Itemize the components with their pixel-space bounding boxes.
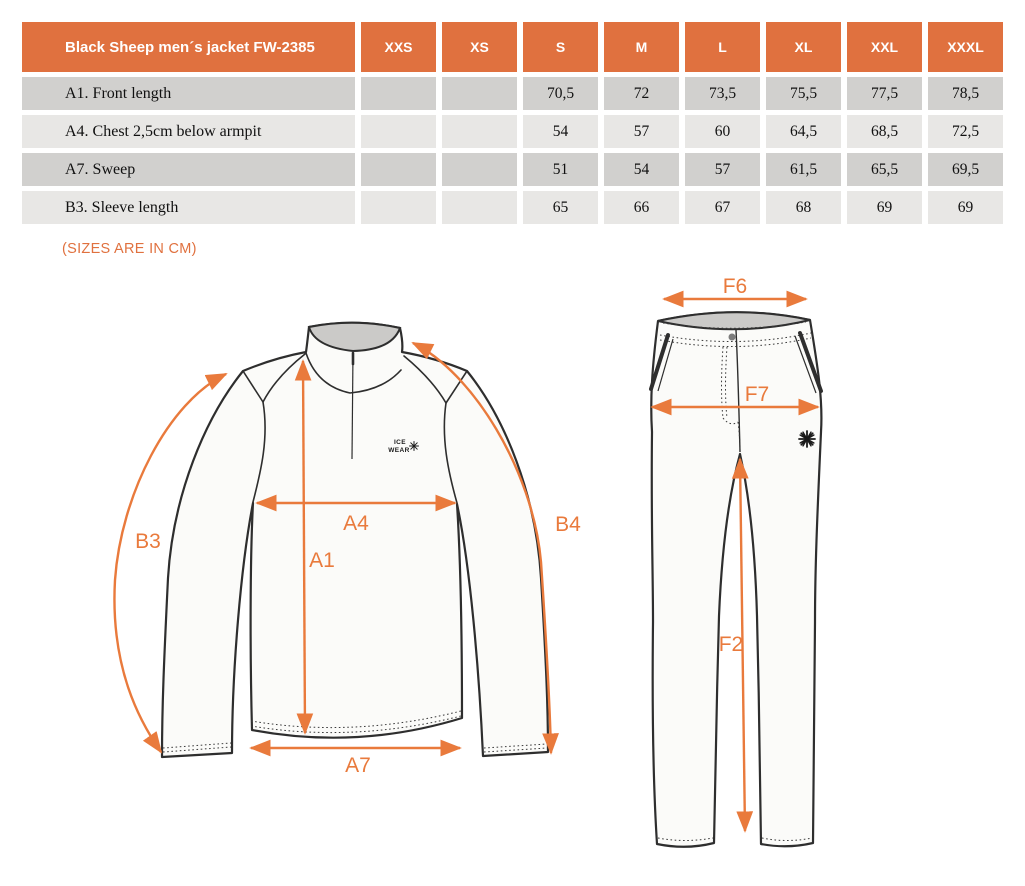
pants-drawing: F6 F7 F2 [649, 275, 823, 848]
pants-outline [650, 311, 823, 848]
jacket-collar-inside [307, 321, 402, 353]
value-cell: 54 [604, 153, 679, 186]
measure-arrow-f2 [731, 457, 754, 833]
value-cell: 54 [523, 115, 598, 148]
value-cell [361, 153, 436, 186]
value-cell [442, 77, 517, 110]
col-header-l: L [685, 22, 760, 72]
value-cell: 61,5 [766, 153, 841, 186]
measure-arrow-b3 [113, 372, 228, 754]
table-row-sleeve-length: B3. Sleeve length 65 66 67 68 69 69 [22, 191, 1003, 224]
value-cell: 67 [685, 191, 760, 224]
value-cell: 57 [604, 115, 679, 148]
measure-label-f2: F2 [719, 633, 744, 656]
size-table: Black Sheep men´s jacket FW-2385 XXS XS … [16, 17, 1009, 229]
pants-waist-button [728, 333, 736, 341]
pants-left-pocket-facing [657, 338, 674, 392]
measure-label-a7: A7 [345, 754, 371, 777]
jacket-left-shoulder-seam [242, 370, 264, 403]
value-cell [361, 77, 436, 110]
pants-left-hem-stitching [657, 837, 714, 841]
measure-label-f7: F7 [745, 383, 770, 406]
value-cell [442, 153, 517, 186]
value-cell [442, 191, 517, 224]
col-header-xs: XS [442, 22, 517, 72]
measure-arrow-b4 [411, 341, 559, 755]
measure-label-b3: B3 [135, 530, 161, 553]
row-label: A7. Sweep [22, 153, 355, 186]
jacket-measurements: A4 A1 A7 B3 B4 [113, 341, 581, 777]
jacket-drawing: ICE WEAR A4 A1 A7 B3 B4 [113, 321, 581, 777]
value-cell: 60 [685, 115, 760, 148]
col-header-xxs: XXS [361, 22, 436, 72]
value-cell: 68 [766, 191, 841, 224]
col-header-xxl: XXL [847, 22, 922, 72]
value-cell: 68,5 [847, 115, 922, 148]
value-cell: 51 [523, 153, 598, 186]
units-note: (SIZES ARE IN CM) [62, 241, 197, 257]
table-row-sweep: A7. Sweep 51 54 57 61,5 65,5 69,5 [22, 153, 1003, 186]
jacket-collar-seam [305, 352, 402, 394]
value-cell: 66 [604, 191, 679, 224]
pants-waist-inside-stitching [662, 321, 807, 329]
measure-label-f6: F6 [723, 275, 748, 298]
measure-label-b4: B4 [555, 513, 581, 536]
value-cell: 78,5 [928, 77, 1003, 110]
measure-label-a1: A1 [309, 549, 335, 572]
row-label: B3. Sleeve length [22, 191, 355, 224]
value-cell [361, 191, 436, 224]
pants-fly-stitching [721, 346, 724, 419]
value-cell: 70,5 [523, 77, 598, 110]
jacket-zipper-line [351, 351, 354, 460]
value-cell: 69,5 [928, 153, 1003, 186]
col-header-s: S [523, 22, 598, 72]
value-cell: 72 [604, 77, 679, 110]
value-cell: 75,5 [766, 77, 841, 110]
value-cell: 64,5 [766, 115, 841, 148]
pants-crotch-stitching [737, 421, 741, 451]
value-cell: 65,5 [847, 153, 922, 186]
table-header-row: Black Sheep men´s jacket FW-2385 XXS XS … [22, 22, 1003, 72]
value-cell [442, 115, 517, 148]
value-cell: 57 [685, 153, 760, 186]
table-row-chest: A4. Chest 2,5cm below armpit 54 57 60 64… [22, 115, 1003, 148]
measure-arrow-a1 [294, 359, 314, 735]
row-label: A4. Chest 2,5cm below armpit [22, 115, 355, 148]
value-cell: 69 [928, 191, 1003, 224]
value-cell: 69 [847, 191, 922, 224]
pants-left-pocket [649, 333, 670, 391]
row-label: A1. Front length [22, 77, 355, 110]
value-cell [361, 115, 436, 148]
pants-fly-stitching [725, 346, 728, 419]
pants-fly-stitching [722, 417, 739, 425]
value-cell: 73,5 [685, 77, 760, 110]
pants-snowflake-logo-icon [798, 430, 816, 448]
pants-center-front-seam [735, 329, 741, 453]
pants-right-pocket-facing [794, 335, 817, 394]
logo-snowflake-icon [409, 441, 419, 451]
table-title: Black Sheep men´s jacket FW-2385 [22, 22, 355, 72]
logo-text-line2: WEAR [388, 447, 409, 454]
measure-label-a4: A4 [343, 512, 369, 535]
col-header-xxxl: XXXL [928, 22, 1003, 72]
logo-text-line1: ICE [394, 439, 406, 446]
pants-measurements: F6 F7 F2 [650, 275, 820, 833]
pants-right-pocket [798, 331, 823, 393]
pants-waist-inside [657, 311, 811, 331]
table-row-front-length: A1. Front length 70,5 72 73,5 75,5 77,5 … [22, 77, 1003, 110]
value-cell: 65 [523, 191, 598, 224]
col-header-m: M [604, 22, 679, 72]
pants-right-hem-stitching [761, 837, 813, 841]
col-header-xl: XL [766, 22, 841, 72]
value-cell: 72,5 [928, 115, 1003, 148]
value-cell: 77,5 [847, 77, 922, 110]
jacket-outline [160, 321, 550, 759]
